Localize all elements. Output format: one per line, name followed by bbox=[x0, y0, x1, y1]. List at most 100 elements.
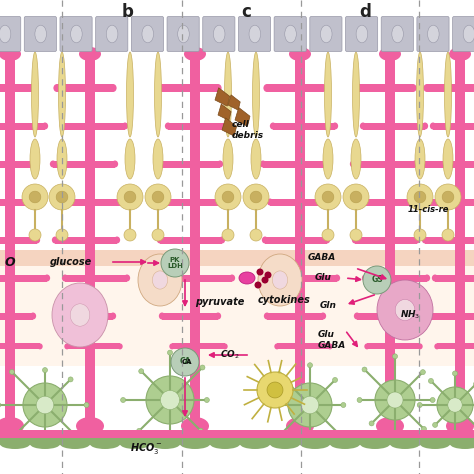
Bar bbox=[95, 312, 113, 319]
FancyBboxPatch shape bbox=[274, 17, 306, 52]
Circle shape bbox=[29, 191, 41, 203]
Text: cell
debris: cell debris bbox=[232, 120, 264, 140]
Bar bbox=[200, 312, 218, 319]
Ellipse shape bbox=[62, 274, 68, 282]
Bar bbox=[305, 343, 330, 349]
Ellipse shape bbox=[422, 122, 428, 129]
Ellipse shape bbox=[58, 52, 65, 137]
Ellipse shape bbox=[414, 229, 426, 241]
Ellipse shape bbox=[0, 439, 30, 449]
Bar bbox=[433, 122, 455, 129]
Bar bbox=[465, 343, 474, 349]
Bar bbox=[200, 84, 218, 92]
Ellipse shape bbox=[120, 439, 150, 449]
Ellipse shape bbox=[54, 312, 60, 319]
Ellipse shape bbox=[250, 229, 262, 241]
Ellipse shape bbox=[213, 25, 225, 43]
Ellipse shape bbox=[360, 122, 366, 129]
Ellipse shape bbox=[225, 199, 231, 206]
Ellipse shape bbox=[357, 199, 363, 206]
Ellipse shape bbox=[356, 25, 368, 43]
Bar bbox=[365, 274, 385, 282]
Ellipse shape bbox=[286, 417, 314, 435]
Bar bbox=[423, 161, 455, 167]
Ellipse shape bbox=[350, 161, 356, 167]
Bar bbox=[0, 266, 474, 366]
Bar bbox=[15, 122, 45, 129]
FancyBboxPatch shape bbox=[131, 17, 164, 52]
FancyBboxPatch shape bbox=[203, 17, 235, 52]
Circle shape bbox=[36, 396, 54, 414]
Circle shape bbox=[250, 191, 262, 203]
Bar bbox=[0, 161, 5, 167]
Ellipse shape bbox=[274, 343, 280, 349]
Bar bbox=[95, 274, 127, 282]
Bar bbox=[265, 237, 295, 244]
Ellipse shape bbox=[229, 274, 235, 282]
Bar bbox=[357, 312, 385, 319]
Ellipse shape bbox=[443, 139, 453, 179]
Ellipse shape bbox=[258, 254, 302, 306]
Ellipse shape bbox=[198, 428, 203, 433]
Ellipse shape bbox=[377, 280, 433, 340]
Bar bbox=[305, 161, 325, 167]
Ellipse shape bbox=[432, 274, 438, 282]
Ellipse shape bbox=[249, 25, 261, 43]
FancyBboxPatch shape bbox=[417, 17, 449, 52]
Ellipse shape bbox=[127, 52, 134, 137]
Bar bbox=[162, 84, 190, 92]
Ellipse shape bbox=[29, 84, 36, 92]
Ellipse shape bbox=[322, 161, 328, 167]
FancyBboxPatch shape bbox=[167, 17, 199, 52]
Ellipse shape bbox=[270, 122, 276, 129]
Bar bbox=[355, 237, 385, 244]
Ellipse shape bbox=[181, 417, 209, 435]
Circle shape bbox=[161, 249, 189, 277]
Ellipse shape bbox=[428, 25, 439, 43]
Ellipse shape bbox=[112, 161, 118, 167]
Ellipse shape bbox=[264, 84, 271, 92]
Ellipse shape bbox=[272, 274, 278, 282]
Ellipse shape bbox=[392, 432, 398, 437]
Circle shape bbox=[215, 184, 241, 210]
Bar bbox=[95, 237, 117, 244]
Ellipse shape bbox=[434, 343, 440, 349]
Ellipse shape bbox=[227, 122, 233, 129]
Polygon shape bbox=[235, 108, 250, 126]
Bar bbox=[0, 343, 5, 349]
Ellipse shape bbox=[60, 122, 66, 129]
Bar bbox=[0, 312, 5, 319]
Bar bbox=[160, 237, 190, 244]
Ellipse shape bbox=[222, 343, 228, 349]
Ellipse shape bbox=[223, 139, 233, 179]
Bar bbox=[200, 237, 222, 244]
Ellipse shape bbox=[90, 439, 120, 449]
Bar bbox=[295, 50, 305, 430]
Ellipse shape bbox=[422, 237, 428, 244]
Bar bbox=[168, 122, 190, 129]
Ellipse shape bbox=[167, 274, 173, 282]
Bar bbox=[0, 122, 5, 129]
Circle shape bbox=[124, 191, 136, 203]
Ellipse shape bbox=[14, 431, 18, 437]
Bar bbox=[0, 84, 5, 92]
Ellipse shape bbox=[124, 229, 136, 241]
Bar bbox=[277, 343, 295, 349]
Bar bbox=[395, 343, 420, 349]
Ellipse shape bbox=[376, 417, 404, 435]
Ellipse shape bbox=[260, 161, 266, 167]
Ellipse shape bbox=[428, 378, 433, 383]
Ellipse shape bbox=[30, 312, 36, 319]
Ellipse shape bbox=[70, 304, 90, 326]
Ellipse shape bbox=[30, 439, 60, 449]
Bar bbox=[465, 161, 474, 167]
Ellipse shape bbox=[390, 439, 420, 449]
Circle shape bbox=[375, 380, 415, 420]
Ellipse shape bbox=[0, 417, 24, 435]
Text: GS: GS bbox=[371, 275, 383, 284]
Bar bbox=[305, 199, 333, 206]
Ellipse shape bbox=[139, 369, 144, 374]
Ellipse shape bbox=[330, 199, 336, 206]
Bar bbox=[0, 430, 474, 438]
Ellipse shape bbox=[395, 300, 415, 320]
